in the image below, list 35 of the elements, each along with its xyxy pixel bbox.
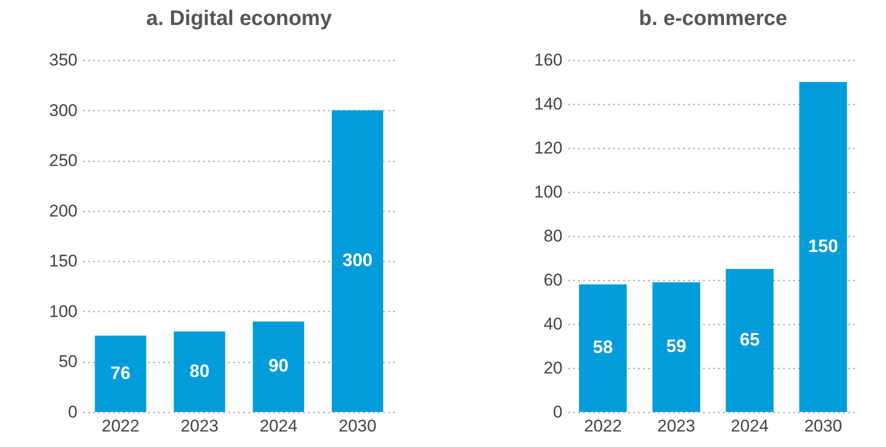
data-label: 90 [268, 356, 289, 376]
y-tick-label: 50 [58, 352, 78, 372]
y-tick-label: 300 [49, 100, 78, 120]
x-tick-label: 2024 [730, 416, 769, 436]
y-tick-label: 120 [534, 138, 562, 158]
data-label: 150 [808, 236, 838, 256]
y-tick-label: 100 [49, 302, 78, 321]
data-label: 59 [666, 336, 686, 356]
y-tick-label: 200 [49, 201, 78, 220]
data-label: 58 [592, 337, 613, 358]
data-label: 76 [110, 362, 131, 383]
y-tick-label: 0 [553, 402, 562, 422]
y-tick-label: 150 [49, 252, 78, 271]
x-tick-label: 2023 [180, 416, 218, 436]
data-label: 300 [342, 250, 373, 270]
data-label: 65 [740, 330, 760, 350]
y-tick-label: 20 [544, 358, 562, 378]
y-tick-label: 140 [534, 94, 562, 114]
y-tick-label: 100 [534, 182, 562, 202]
chart-title: a. Digital economy [146, 7, 332, 30]
y-tick-label: 40 [544, 314, 562, 334]
chart-title: b. e-commerce [638, 7, 788, 30]
x-tick-label: 2030 [804, 416, 842, 436]
x-tick-label: 2022 [102, 416, 140, 436]
x-tick-label: 2023 [657, 416, 696, 436]
x-tick-label: 2022 [584, 416, 622, 436]
y-tick-label: 160 [534, 50, 562, 70]
x-tick-label: 2030 [338, 416, 376, 436]
y-tick-label: 0 [68, 402, 78, 422]
x-tick-label: 2024 [260, 416, 298, 436]
y-tick-label: 60 [544, 270, 562, 290]
data-label: 80 [189, 360, 210, 381]
y-tick-label: 80 [544, 226, 562, 246]
y-tick-label: 250 [49, 151, 78, 170]
y-tick-label: 350 [49, 50, 78, 70]
